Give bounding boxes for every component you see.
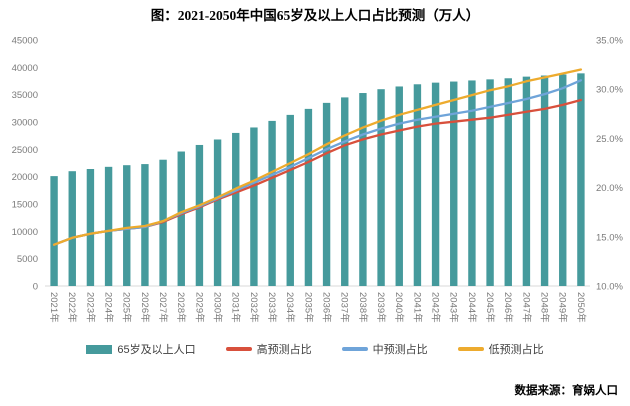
population-bar [250,127,258,286]
legend-label-mid-forecast: 中预测占比 [372,344,428,356]
legend-item-high-forecast: 高预测占比 [225,341,312,357]
x-axis-category-label: 2026年 [139,292,151,323]
high-forecast-line-swatch [225,347,252,351]
x-axis-category-label: 2023年 [84,292,96,323]
population-bar [431,82,440,286]
x-axis-category-label: 2030年 [212,292,224,323]
right-axis-tick-label: 10.0% [596,282,623,293]
high-forecast-line [52,98,583,246]
x-axis-category-label: 2041年 [411,292,423,323]
mid-forecast-line-swatch [341,347,368,351]
x-axis-category-label: 2022年 [66,292,78,323]
x-axis-category-label: 2038年 [357,292,369,323]
population-bar [522,76,531,286]
x-axis-category-label: 2032年 [248,292,260,323]
x-axis-category-label: 2044年 [466,292,478,323]
x-axis-category-label: 2033年 [266,292,278,323]
population-bar [304,108,313,286]
population-bar [177,151,185,286]
population-bar [195,144,204,286]
legend-item-population: 65岁及以上人口 [86,341,196,357]
left-axis-tick-label: 20000 [12,172,38,183]
population-bar [486,79,494,286]
x-axis-category-label: 2047年 [520,292,532,323]
population-chart: 0 5000 10000 15000 20000 25000 30000 35000 40000… [12,36,624,324]
left-axis-tick-label: 45000 [12,36,38,47]
x-axis-category-label: 2046年 [502,292,514,323]
left-axis-tick-label: 25000 [12,145,38,156]
x-axis-category-label: 2040年 [393,292,405,323]
x-axis-category-label: 2021年 [48,292,60,323]
population-bar [68,171,76,286]
legend-item-low-forecast: 低预测占比 [457,341,544,357]
population-bar [123,165,131,286]
right-axis-tick-label: 30.0% [596,85,623,96]
population-bar [559,74,567,286]
right-axis-tick-label: 35.0% [596,36,623,47]
population-bar [286,114,294,286]
population-bar [232,132,240,286]
x-axis-category-label: 2037年 [339,292,351,323]
left-axis-tick-label: 30000 [12,118,38,129]
bar-series-swatch [86,344,113,354]
left-axis-tick-label: 40000 [12,63,38,74]
chart-legend: 65岁及以上人口 高预测占比 中预测占比 低预测占比 [0,341,630,357]
population-bar [504,78,512,286]
legend-item-mid-forecast: 中预测占比 [341,341,428,357]
low-forecast-line-swatch [457,347,484,351]
x-axis-category-label: 2034年 [284,292,296,323]
population-bar [341,97,349,287]
population-bar [413,84,422,286]
population-bar [450,81,458,286]
x-axis-category-label: 2035年 [302,292,314,323]
data-source-label: 数据来源：育娲人口 [514,385,619,397]
x-axis-category-label: 2049年 [557,292,569,323]
x-axis-category-label: 2042年 [430,292,442,323]
x-axis-category-label: 2024年 [103,292,115,323]
x-axis-category-label: 2039年 [375,292,387,323]
population-bar [268,120,276,286]
x-axis-category-label: 2028年 [175,292,187,323]
left-axis-tick-label: 0 [33,282,38,293]
bar-series-group [50,73,585,287]
right-axis-tick-label: 25.0% [596,134,623,145]
left-axis-tick-label: 15000 [12,200,38,211]
low-forecast-line [52,68,583,246]
population-bar [468,80,476,286]
x-axis-category-label: 2027年 [157,292,169,323]
population-bar [50,176,58,286]
population-bar [86,169,95,286]
x-axis-category-label: 2031年 [230,292,242,323]
mid-forecast-line [52,79,583,246]
legend-label-high-forecast: 高预测占比 [256,344,312,356]
right-axis-tick-label: 20.0% [596,183,623,194]
legend-label-population: 65岁及以上人口 [117,344,196,356]
population-bar [540,75,549,286]
population-bar [322,102,331,287]
population-bar [359,93,367,286]
population-bar [213,139,222,286]
right-axis-tick-label: 15.0% [596,232,623,243]
x-axis-category-label: 2025年 [121,292,133,323]
population-bar [104,166,113,286]
population-bar [377,89,385,286]
x-axis-category-label: 2043年 [448,292,460,323]
left-axis-tick-label: 10000 [12,227,38,238]
x-axis-category-label: 2045年 [484,292,496,323]
chart-title: 图：2021-2050年中国65岁及以上人口占比预测（万人） [150,8,480,23]
x-axis-category-label: 2048年 [539,292,551,323]
legend-label-low-forecast: 低预测占比 [488,344,544,356]
population-bar [395,86,403,286]
x-axis-category-label: 2050年 [575,292,587,323]
x-axis-category-label: 2029年 [193,292,205,323]
left-axis-tick-label: 5000 [17,254,38,265]
x-axis-category-label: 2036年 [321,292,333,323]
population-bar [577,73,585,286]
left-axis-tick-label: 35000 [12,90,38,101]
